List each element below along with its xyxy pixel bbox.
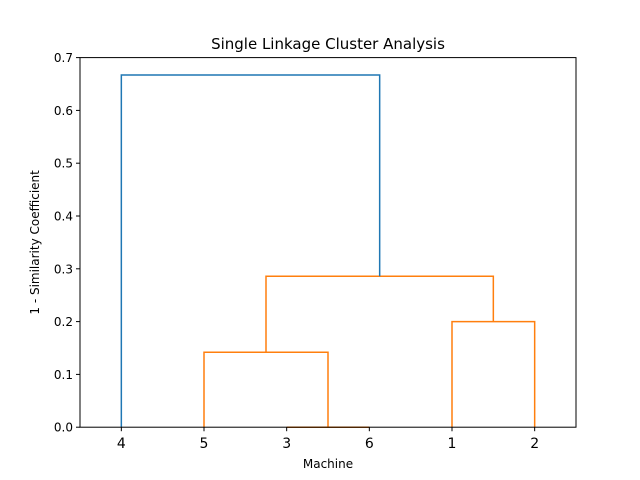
y-axis-label: 1 - Similarity Coefficient — [28, 170, 42, 315]
dendrogram-link — [120, 74, 381, 428]
y-tick-label: 0.7 — [54, 51, 73, 65]
x-tick-label: 2 — [530, 436, 539, 452]
y-tick-label: 0.1 — [54, 368, 73, 382]
y-tick-label: 0.4 — [54, 210, 73, 224]
y-tick-label: 0.6 — [54, 104, 73, 118]
y-tick-label: 0.5 — [54, 157, 73, 171]
y-axis-ticks: 0.0 0.1 0.2 0.3 0.4 0.5 0.6 0.7 — [54, 51, 80, 435]
x-tick-label: 1 — [448, 436, 457, 452]
chart-title: Single Linkage Cluster Analysis — [211, 35, 445, 53]
y-tick-label: 0.2 — [54, 315, 73, 329]
dendrogram-links — [120, 74, 536, 428]
x-tick-label: 4 — [117, 436, 126, 452]
x-axis-ticks: 4 5 3 6 1 2 — [117, 427, 539, 452]
y-tick-label: 0.0 — [54, 421, 73, 435]
x-tick-label: 3 — [282, 436, 291, 452]
plot-frame — [79, 57, 577, 428]
x-axis-label: Machine — [303, 457, 353, 471]
x-tick-label: 6 — [365, 436, 374, 452]
y-tick-label: 0.3 — [54, 262, 73, 276]
x-tick-label: 5 — [200, 436, 209, 452]
